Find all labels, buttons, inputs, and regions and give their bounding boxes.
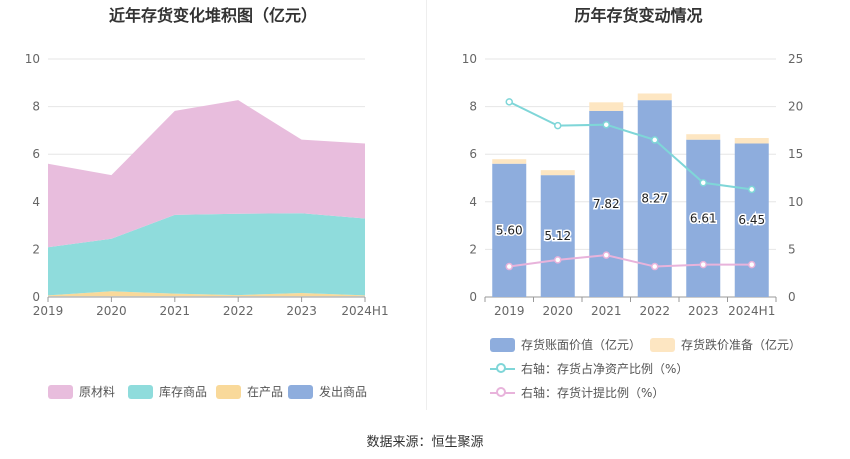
legend-label: 在产品 xyxy=(247,385,284,399)
line-point xyxy=(651,262,659,271)
legend-label: 库存商品 xyxy=(159,385,208,399)
bar-存货账面价值（亿元） xyxy=(686,139,721,297)
left-y-tick-label: 10 xyxy=(25,52,40,66)
legend-item[interactable]: 发出商品 xyxy=(288,383,367,400)
line-point xyxy=(651,136,659,144)
bar-value-label: 5.60 xyxy=(496,223,523,237)
bar-存货跌价准备（亿元） xyxy=(540,170,575,176)
right-y2-tick-label: 15 xyxy=(788,147,803,161)
left-y-tick-label: 4 xyxy=(32,195,40,209)
right-y2-tick-label: 0 xyxy=(788,290,796,304)
line-point xyxy=(699,179,707,187)
line-point xyxy=(748,185,756,194)
legend-item[interactable]: 原材料 xyxy=(48,383,115,400)
legend-swatch xyxy=(650,337,675,352)
left-x-tick-label: 2024H1 xyxy=(341,304,388,318)
right-y-tick-label: 8 xyxy=(469,100,477,114)
right-x-tick-label: 2019 xyxy=(494,304,525,318)
right-y2-tick-label: 10 xyxy=(788,195,803,209)
line-series-右轴：存货占净资产比例（%） xyxy=(508,100,752,191)
legend-label: 右轴：存货占净资产比例（%） xyxy=(521,362,689,376)
left-y-tick-label: 8 xyxy=(32,100,40,114)
legend-swatch xyxy=(490,386,515,400)
left-x-tick-label: 2021 xyxy=(160,304,191,318)
right-x-tick-label: 2024H1 xyxy=(728,304,775,318)
legend-item[interactable]: 存货跌价准备（亿元） xyxy=(650,336,801,353)
right-y-tick-label: 0 xyxy=(469,290,477,304)
bar-存货跌价准备（亿元） xyxy=(589,102,624,111)
data-source-note: 数据来源：恒生聚源 xyxy=(366,435,484,450)
right-y2-tick-label: 25 xyxy=(788,52,803,66)
right-y-tick-label: 4 xyxy=(469,195,477,209)
bar-存货账面价值（亿元） xyxy=(540,175,575,297)
line-point xyxy=(602,251,610,259)
bar-存货跌价准备（亿元） xyxy=(734,138,769,144)
line-point xyxy=(602,120,610,129)
right-x-tick-label: 2020 xyxy=(542,304,573,318)
legend-swatch xyxy=(490,337,515,352)
legend-label: 右轴：存货计提比例（%） xyxy=(521,386,665,400)
bar-value-label: 5.12 xyxy=(544,229,571,243)
line-series-右轴：存货计提比例（%） xyxy=(509,254,752,268)
legend-item[interactable]: 库存商品 xyxy=(128,383,207,400)
right-y2-tick-label: 5 xyxy=(788,242,796,256)
left-x-tick-label: 2022 xyxy=(223,304,254,318)
legend-label: 存货账面价值（亿元） xyxy=(521,338,642,352)
left-y-tick-label: 2 xyxy=(32,242,40,256)
legend-item[interactable]: 右轴：存货占净资产比例（%） xyxy=(490,360,688,377)
left-x-tick-label: 2023 xyxy=(286,304,317,318)
bar-存货账面价值（亿元） xyxy=(492,163,527,297)
bar-value-label: 6.45 xyxy=(738,213,765,227)
right-y-tick-label: 6 xyxy=(469,147,477,161)
line-point xyxy=(554,121,562,130)
right-x-tick-label: 2021 xyxy=(591,304,622,318)
bar-value-label: 6.61 xyxy=(690,211,717,225)
area-series-库存商品 xyxy=(48,213,365,296)
left-y-tick-label: 6 xyxy=(32,147,40,161)
left-chart-title: 近年存货变化堆积图（亿元） xyxy=(108,6,317,25)
legend-swatch xyxy=(490,362,515,376)
bar-存货跌价准备（亿元） xyxy=(686,134,721,140)
right-y-tick-label: 2 xyxy=(469,242,477,256)
right-chart-title: 历年存货变动情况 xyxy=(574,6,703,25)
legend-swatch xyxy=(288,384,313,399)
legend-item[interactable]: 存货账面价值（亿元） xyxy=(490,336,641,353)
bar-存货跌价准备（亿元） xyxy=(637,93,672,101)
right-y-tick-label: 10 xyxy=(462,52,477,66)
legend-label: 发出商品 xyxy=(319,385,368,399)
legend-swatch xyxy=(128,384,153,399)
bar-value-label: 8.27 xyxy=(641,192,668,206)
bar-存货账面价值（亿元） xyxy=(734,143,769,297)
bar-存货账面价值（亿元） xyxy=(589,110,624,297)
legend-item[interactable]: 右轴：存货计提比例（%） xyxy=(490,384,664,401)
legend-swatch xyxy=(48,384,73,399)
area-series-在产品 xyxy=(48,291,365,297)
legend-item[interactable]: 在产品 xyxy=(216,383,283,400)
right-y2-tick-label: 20 xyxy=(788,100,803,114)
left-x-tick-label: 2020 xyxy=(96,304,127,318)
right-x-tick-label: 2022 xyxy=(639,304,670,318)
legend-swatch xyxy=(216,384,241,399)
line-point xyxy=(748,260,756,269)
line-point xyxy=(505,262,513,271)
left-x-tick-label: 2019 xyxy=(33,304,64,318)
line-point xyxy=(699,260,707,269)
line-point xyxy=(554,256,562,264)
legend-label: 存货跌价准备（亿元） xyxy=(681,338,802,352)
right-x-tick-label: 2023 xyxy=(688,304,719,318)
line-point xyxy=(505,98,513,106)
bar-存货跌价准备（亿元） xyxy=(492,159,527,164)
left-y-tick-label: 0 xyxy=(32,290,40,304)
area-series-原材料 xyxy=(48,100,365,248)
panel-divider xyxy=(426,0,427,410)
legend-label: 原材料 xyxy=(79,385,116,399)
bar-value-label: 7.82 xyxy=(593,197,620,211)
